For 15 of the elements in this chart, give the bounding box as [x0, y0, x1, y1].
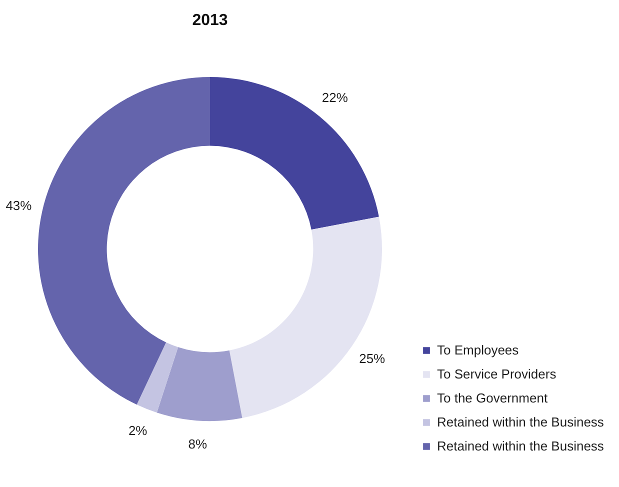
legend-label: To the Government	[437, 390, 548, 406]
legend-label: Retained within the Business	[437, 438, 604, 454]
data-label: 8%	[188, 436, 208, 452]
data-label: 43%	[6, 198, 32, 214]
data-label: 22%	[322, 90, 348, 105]
donut-slice	[210, 77, 379, 230]
donut-slice	[136, 342, 178, 413]
legend-label: Retained within the Business	[437, 414, 604, 430]
legend-label: To Employees	[437, 342, 520, 358]
donut-slice	[156, 347, 242, 421]
chart-title: 2013	[192, 12, 228, 29]
data-label: 25%	[359, 351, 386, 366]
data-label: 2%	[128, 423, 148, 438]
donut-slice	[38, 77, 210, 405]
legend-label: To Service Providers	[437, 366, 557, 382]
